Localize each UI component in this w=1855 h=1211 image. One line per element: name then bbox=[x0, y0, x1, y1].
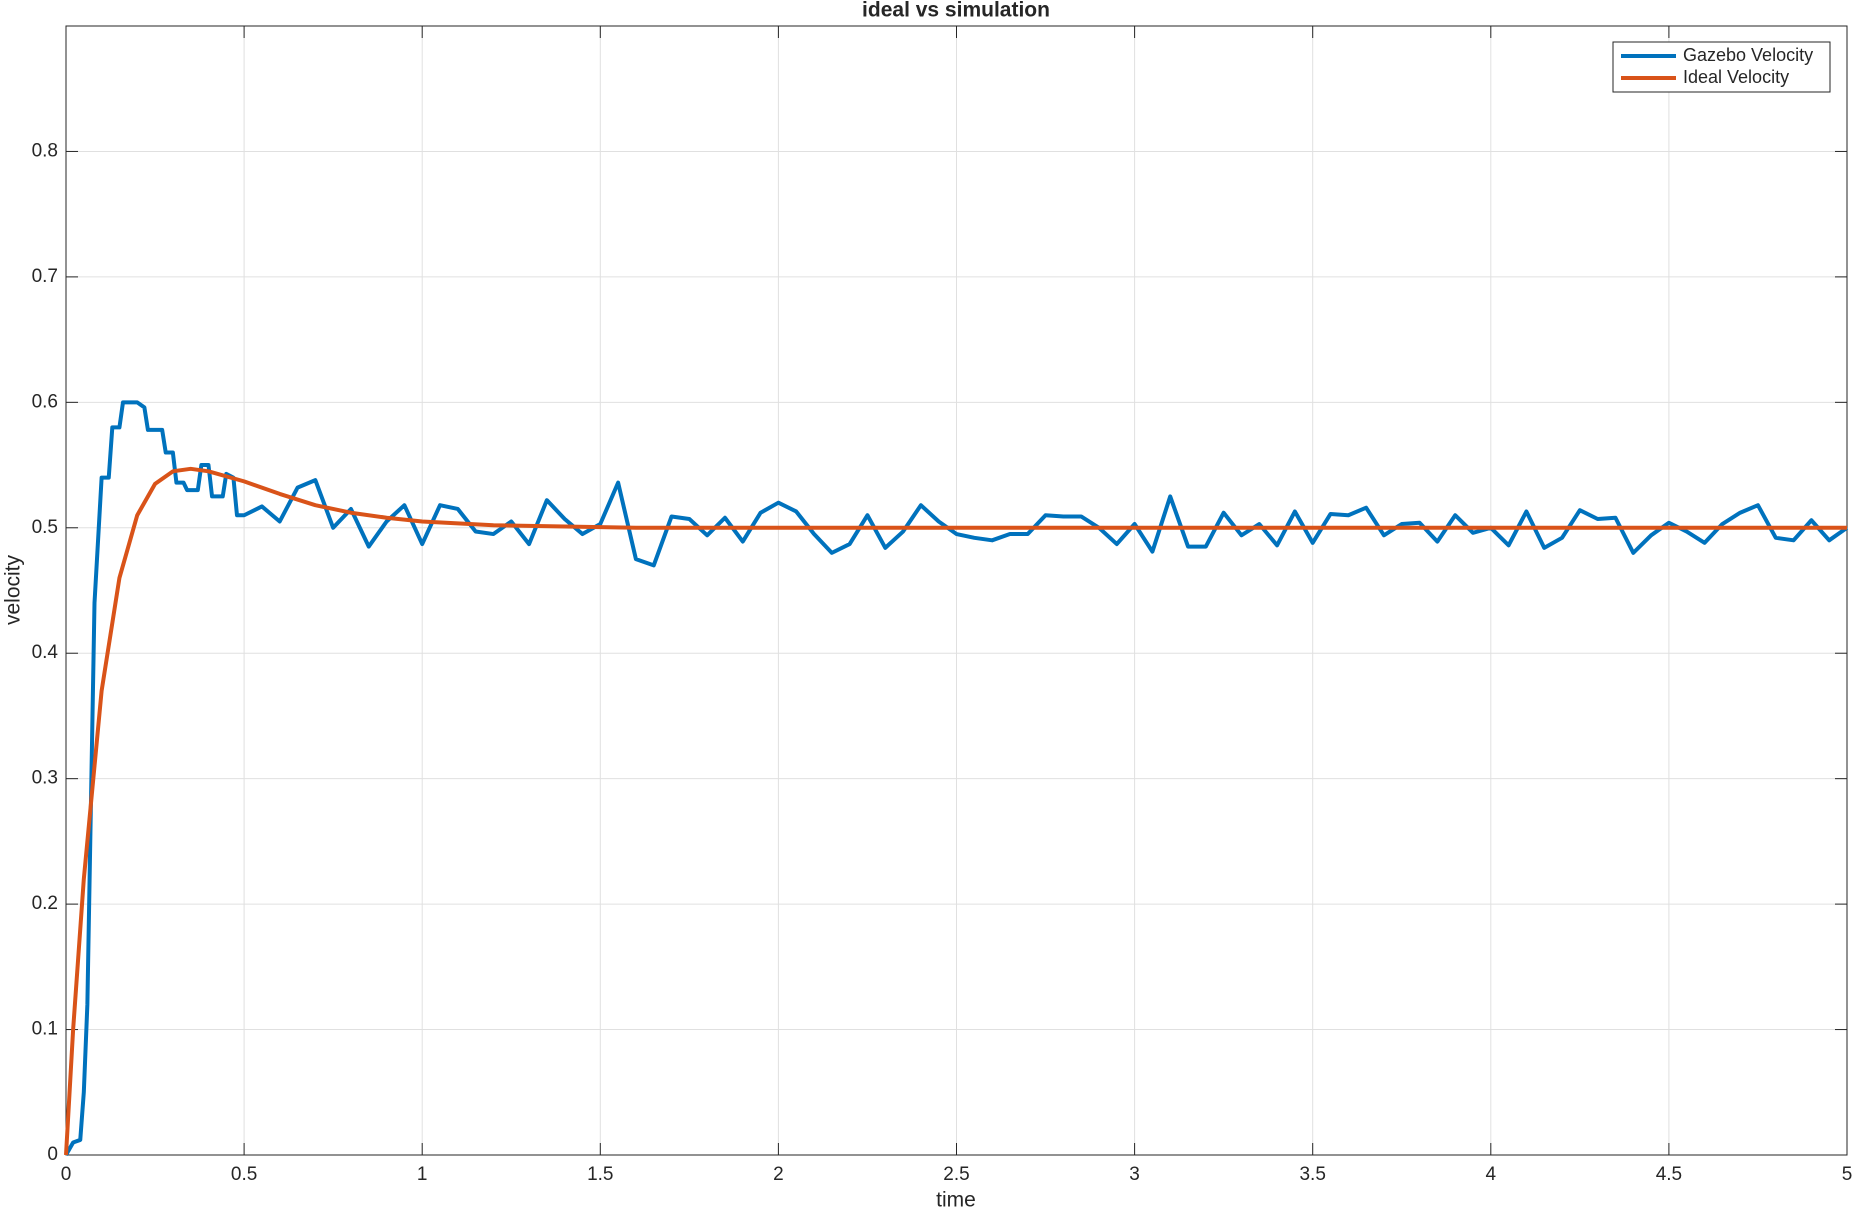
x-tick-label: 3.5 bbox=[1299, 1164, 1325, 1185]
chart-title: ideal vs simulation bbox=[862, 0, 1050, 22]
y-tick-label: 0.6 bbox=[32, 391, 58, 412]
x-tick-label: 0.5 bbox=[231, 1164, 257, 1185]
legend-label: Gazebo Velocity bbox=[1683, 45, 1813, 65]
x-tick-label: 2 bbox=[773, 1164, 784, 1185]
y-tick-label: 0.2 bbox=[32, 893, 58, 914]
x-tick-label: 1.5 bbox=[587, 1164, 613, 1185]
x-tick-label: 5 bbox=[1842, 1164, 1853, 1185]
x-tick-label: 3 bbox=[1129, 1164, 1140, 1185]
x-axis-label: time bbox=[936, 1189, 976, 1211]
x-tick-label: 4 bbox=[1486, 1164, 1497, 1185]
data-line bbox=[64, 466, 1847, 1156]
y-tick-label: 0.8 bbox=[32, 140, 58, 161]
y-tick-label: 0.7 bbox=[32, 266, 58, 287]
x-tick-label: 4.5 bbox=[1656, 1164, 1682, 1185]
y-tick-label: 0.4 bbox=[32, 642, 59, 663]
legend-box bbox=[1612, 41, 1831, 93]
y-tick-label: 0.1 bbox=[32, 1019, 58, 1040]
y-axis-label: velocity bbox=[2, 554, 25, 625]
data-line bbox=[64, 400, 1849, 1156]
x-tick-label: 2.5 bbox=[943, 1164, 969, 1185]
x-tick-label: 1 bbox=[417, 1164, 428, 1185]
plot-frame bbox=[65, 25, 1848, 1156]
y-tick-label: 0.5 bbox=[32, 517, 58, 538]
legend-label: Ideal Velocity bbox=[1683, 67, 1789, 87]
y-tick-label: 0 bbox=[47, 1144, 58, 1165]
x-tick-label: 0 bbox=[61, 1164, 72, 1185]
y-tick-label: 0.3 bbox=[32, 768, 58, 789]
